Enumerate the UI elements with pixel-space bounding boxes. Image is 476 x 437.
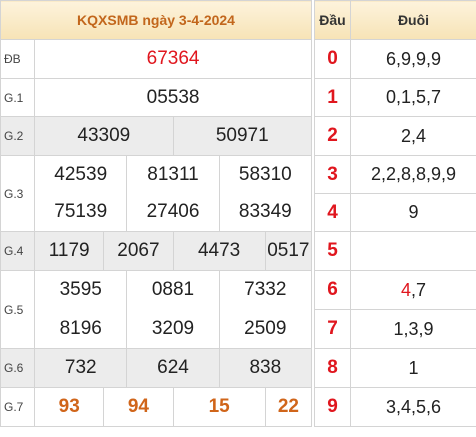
prize-row-g1: G.1 05538: [0, 78, 312, 117]
prize-row-g2: G.2 43309 50971: [0, 116, 312, 156]
tail-digit-highlight: 4: [400, 279, 411, 300]
loto-row: 6 4,7: [314, 270, 476, 310]
tail-digits-rest: ,7: [411, 279, 427, 300]
prize-value: 81311: [126, 155, 220, 194]
prize-label: G.7: [0, 387, 36, 427]
loto-row: 9 3,4,5,6: [314, 387, 476, 427]
prize-value: 0881: [126, 270, 220, 310]
prize-value: 94: [103, 387, 174, 427]
prize-label: G.4: [0, 231, 36, 271]
prize-value: 93: [34, 387, 105, 427]
tail-digits: 4,7: [350, 270, 476, 310]
loto-row: 5: [314, 231, 476, 271]
head-digit: 8: [314, 348, 351, 388]
head-column-header: Đầu: [314, 0, 351, 40]
tail-column-header: Đuôi: [350, 0, 476, 40]
prize-value: 4473: [172, 231, 266, 271]
special-prize-value: 67364: [34, 39, 312, 79]
prize-value: 3595: [34, 270, 128, 310]
head-digit: 7: [314, 309, 351, 349]
prize-row-g3: G.3 42539 81311 58310: [0, 155, 313, 232]
result-title: KQXSMB ngày 3-4-2024: [0, 0, 312, 40]
prize-value: 22: [264, 387, 313, 427]
prize-label: G.1: [0, 78, 36, 117]
prize-value: 15: [172, 387, 266, 427]
prize-label: G.5: [0, 270, 36, 349]
prize-label: ĐB: [0, 39, 36, 79]
tail-digits: 1: [350, 348, 476, 388]
head-digit: 9: [314, 387, 351, 427]
prize-row-g3b: 75139 27406 83349: [1, 193, 313, 232]
prize-value: 2509: [218, 309, 313, 349]
loto-row: 4 9: [314, 193, 476, 232]
loto-table: Đầu Đuôi 0 6,9,9,9 1 0,1,5,7 2 2,4 3 2,2…: [314, 0, 476, 427]
prize-row-g4: G.4 1179 2067 4473 0517: [0, 231, 313, 271]
tail-digits: 6,9,9,9: [350, 39, 476, 79]
prize-label: G.3: [0, 155, 36, 232]
prize-value: 8196: [34, 309, 128, 349]
prize-value: 83349: [218, 193, 313, 232]
prize-value: 732: [34, 348, 128, 388]
prize-value: 3209: [126, 309, 220, 349]
loto-row: 3 2,2,8,8,9,9: [314, 155, 476, 194]
head-digit: 6: [314, 270, 351, 310]
prize-value: 05538: [34, 78, 312, 117]
prize-row-g5b: 8196 3209 2509: [1, 309, 313, 349]
tail-digits: 2,2,8,8,9,9: [350, 155, 476, 194]
prize-value: 75139: [34, 193, 128, 232]
head-digit: 5: [314, 231, 351, 271]
loto-row: 7 1,3,9: [314, 309, 476, 349]
tail-digits: 2,4: [350, 116, 476, 156]
tail-digits: 3,4,5,6: [350, 387, 476, 427]
prize-label: G.2: [0, 116, 36, 156]
prize-value: 0517: [264, 231, 313, 271]
tail-digits: [350, 231, 476, 271]
prize-value: 43309: [34, 116, 174, 156]
prize-row-g7: G.7 93 94 15 22: [0, 387, 313, 427]
prize-value: 7332: [218, 270, 313, 310]
prize-row-g5: G.5 3595 0881 7332: [0, 270, 313, 349]
prize-value: 624: [126, 348, 220, 388]
tail-digits: 1,3,9: [350, 309, 476, 349]
prize-value: 2067: [103, 231, 174, 271]
head-digit: 3: [314, 155, 351, 194]
prize-value: 42539: [34, 155, 128, 194]
prize-table: KQXSMB ngày 3-4-2024 ĐB 67364 G.1 05538 …: [0, 0, 313, 427]
prize-row-db: ĐB 67364: [0, 39, 312, 79]
prize-value: 50971: [172, 116, 312, 156]
prize-value: 838: [218, 348, 313, 388]
loto-row: 8 1: [314, 348, 476, 388]
loto-row: 1 0,1,5,7: [314, 78, 476, 117]
prize-row-g6: G.6 732 624 838: [0, 348, 313, 388]
loto-row: 2 2,4: [314, 116, 476, 156]
prize-label: G.6: [0, 348, 36, 388]
loto-row: 0 6,9,9,9: [314, 39, 476, 79]
head-digit: 0: [314, 39, 351, 79]
prize-value: 27406: [126, 193, 220, 232]
prize-value: 58310: [218, 155, 313, 194]
head-digit: 2: [314, 116, 351, 156]
tail-digits: 0,1,5,7: [350, 78, 476, 117]
prize-value: 1179: [34, 231, 105, 271]
tail-digits: 9: [350, 193, 476, 232]
head-digit: 1: [314, 78, 351, 117]
head-digit: 4: [314, 193, 351, 232]
